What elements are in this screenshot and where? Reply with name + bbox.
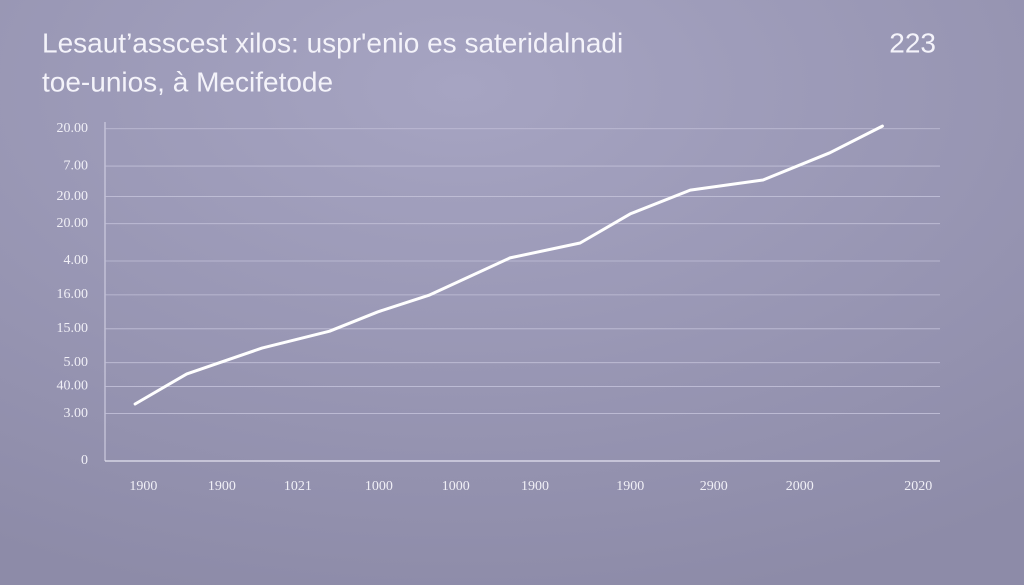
y-tick-label: 0 [81, 453, 88, 468]
y-tick-label: 15.00 [57, 321, 89, 336]
y-tick-label: 16.00 [57, 287, 89, 302]
y-tick-label: 7.00 [64, 158, 89, 173]
x-tick-label: 1900 [616, 479, 644, 494]
x-tick-label: 1000 [442, 479, 470, 494]
data-line [133, 124, 884, 406]
x-tick-label: 1900 [129, 479, 157, 494]
x-tick-label: 1900 [521, 479, 549, 494]
y-tick-label: 40.00 [57, 379, 89, 394]
annotation: 223 [889, 27, 936, 58]
y-tick-label: 3.00 [64, 406, 89, 421]
y-tick-label: 20.00 [57, 121, 89, 136]
x-tick-label: 2900 [700, 479, 728, 494]
x-tick-label: 1000 [365, 479, 393, 494]
y-tick-label: 20.00 [57, 189, 89, 204]
y-tick-label: 20.00 [57, 216, 89, 231]
x-tick-label: 1900 [208, 479, 236, 494]
chart-title: Lesaut’asscest xilos: uspr'enio es sater… [42, 27, 623, 58]
y-tick-label: 4.00 [64, 253, 89, 268]
y-tick-label: 5.00 [64, 355, 89, 370]
x-tick-label: 2000 [786, 479, 814, 494]
x-tick-label: 1021 [284, 479, 312, 494]
x-tick-label: 2020 [904, 479, 932, 494]
chart-subtitle: toe-unios, à Mecifetode [42, 66, 333, 97]
